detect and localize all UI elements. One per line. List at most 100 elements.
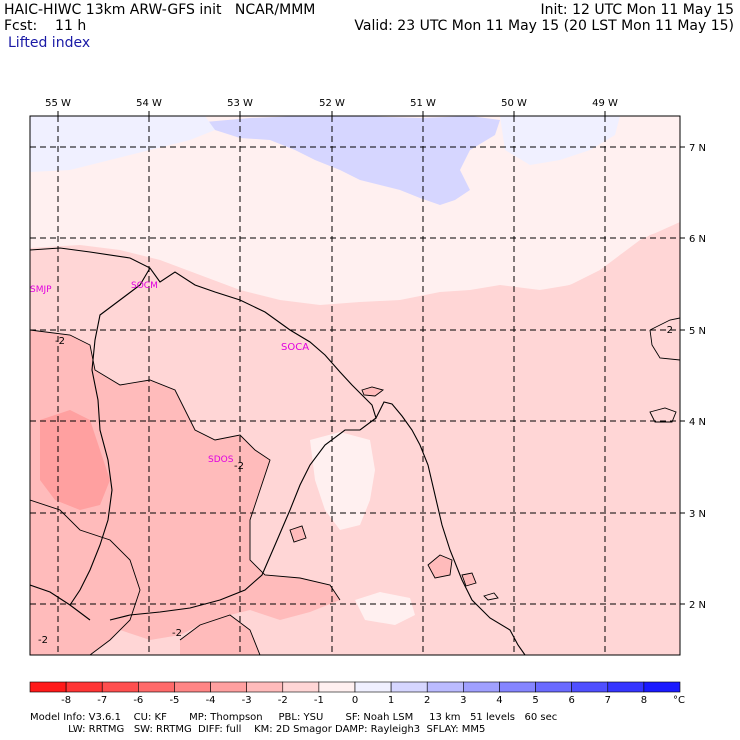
colorbar-tick-label: -8: [61, 695, 71, 706]
colorbar-swatch: [643, 681, 681, 693]
colorbar-tick-label: -6: [133, 695, 143, 706]
border-suriname-west: [69, 267, 151, 606]
colorbar-unit: °C: [673, 695, 685, 706]
coastlines-borders: [30, 247, 526, 655]
latitude-labels: 7 N 6 N 5 N 4 N 3 N 2 N: [689, 143, 706, 611]
colorbar-swatch: [426, 681, 464, 693]
colorbar-tick-label: -1: [314, 695, 324, 706]
slight-positive-fill-east: [500, 116, 620, 165]
right-ticks: [680, 146, 685, 605]
model-title: HAIC-HIWC 13km ARW-GFS init NCAR/MMM: [4, 2, 316, 18]
contour-label: -2: [172, 628, 182, 639]
colorbar-tick-label: -7: [97, 695, 107, 706]
colorbar-tick-label: 1: [388, 695, 394, 706]
colorbar-swatch: [607, 681, 645, 693]
contour-minus2-j: [483, 592, 499, 601]
field-name: Lifted index: [8, 35, 91, 51]
border-fg-west: [109, 417, 377, 621]
colorbar-swatch: [29, 681, 67, 693]
top-ticks: [57, 111, 606, 116]
station-label: SMJP: [30, 285, 52, 295]
lon-label: 54 W: [136, 98, 162, 109]
colorbar-tick-label: -4: [206, 695, 216, 706]
contour-minus2-i: [361, 386, 385, 397]
minus2-blob-coast: [428, 555, 452, 578]
axis-ticks: [57, 111, 685, 605]
lat-label: 2 N: [689, 600, 706, 611]
lat-label: 4 N: [689, 417, 706, 428]
contour-minus2-e: [649, 407, 677, 423]
shaded-field: [30, 116, 680, 655]
lon-label: 53 W: [227, 98, 253, 109]
parallels: [30, 146, 680, 605]
contour-label: -2: [663, 325, 673, 336]
lon-label: 50 W: [501, 98, 527, 109]
coastline: [30, 247, 526, 655]
lat-label: 5 N: [689, 326, 706, 337]
colorbar-swatch: [535, 681, 572, 693]
positive-li-fill: [205, 116, 500, 205]
colorbar-swatch: [354, 681, 392, 693]
colorbar-tick-label: 5: [532, 695, 538, 706]
colorbar-tick-label: -5: [169, 695, 179, 706]
colorbar-swatch: [318, 681, 356, 693]
station-label: SOCM: [131, 281, 158, 291]
colorbar-tick-label: -3: [242, 695, 252, 706]
valid-time: Valid: 23 UTC Mon 11 May 15 (20 LST Mon …: [354, 18, 734, 34]
near-zero-fill: [30, 116, 680, 305]
init-time: Init: 12 UTC Mon 11 May 15: [540, 2, 734, 18]
colorbar-tick-label: -2: [278, 695, 288, 706]
lon-label: 49 W: [592, 98, 618, 109]
minus2-blob-interior: [290, 526, 306, 542]
colorbar-tick-label: 2: [424, 695, 430, 706]
colorbar-swatch: [174, 681, 211, 693]
lat-label: 3 N: [689, 509, 706, 520]
colorbar-tick-label: 6: [568, 695, 574, 706]
slight-positive-fill: [30, 116, 215, 172]
colorbar-swatch: [210, 681, 247, 693]
colorbar: -8 -7 -6 -5 -4 -3 -2 -1 0 1 2 3 4 5 6 7 8 °C: [29, 681, 685, 706]
map-frame: [29, 115, 681, 656]
contour-minus2-b: [30, 499, 141, 655]
colorbar-swatch: [499, 681, 536, 693]
station-label: SOCA: [281, 342, 309, 353]
minus3-fill: [40, 410, 110, 510]
colorbar-tick-label: 8: [641, 695, 647, 706]
contour-minus2-c: [179, 614, 261, 655]
contour-minus2-g: [461, 572, 477, 587]
graticule: [30, 116, 680, 655]
minus1-fill-east: [410, 222, 680, 430]
minus2-blob-coast2: [462, 573, 476, 586]
contour-label: -2: [38, 635, 48, 646]
contour-value-labels: -2 -2 -2 -2 -2: [38, 325, 673, 646]
model-info-line2: LW: RRTMG SW: RRTMG DIFF: full KM: 2D Sm…: [30, 724, 486, 735]
colorbar-swatch: [138, 681, 175, 693]
colorbar-tick-label: 3: [460, 695, 466, 706]
colorbar-swatch: [463, 681, 500, 693]
contour-label: -2: [55, 336, 65, 347]
lat-label: 6 N: [689, 234, 706, 245]
border-southwest: [30, 584, 91, 621]
station-label: SDOS: [208, 455, 234, 465]
contour-minus2-h: [289, 525, 307, 543]
longitude-labels: 55 W 54 W 53 W 52 W 51 W 50 W 49 W: [45, 98, 618, 109]
station-labels: SMJP SOCM SOCA SDOS: [30, 281, 309, 465]
lat-label: 7 N: [689, 143, 706, 154]
contour-label: -2: [234, 461, 244, 472]
near-zero-interior2: [355, 592, 415, 625]
colorbar-tick-label: 4: [496, 695, 502, 706]
contour-minus2-d: [649, 317, 680, 361]
colorbar-tick-label: 0: [352, 695, 358, 706]
colorbar-swatch: [282, 681, 320, 693]
near-zero-interior: [310, 432, 375, 530]
lon-label: 51 W: [410, 98, 436, 109]
colorbar-swatch: [101, 681, 139, 693]
colorbar-swatch: [390, 681, 428, 693]
colorbar-swatch: [246, 681, 284, 693]
lon-label: 52 W: [319, 98, 345, 109]
lon-label: 55 W: [45, 98, 71, 109]
contour-minus2-f: [427, 554, 453, 579]
colorbar-swatch: [571, 681, 609, 693]
model-info-line1: Model Info: V3.6.1 CU: KF MP: Thompson P…: [30, 712, 558, 723]
